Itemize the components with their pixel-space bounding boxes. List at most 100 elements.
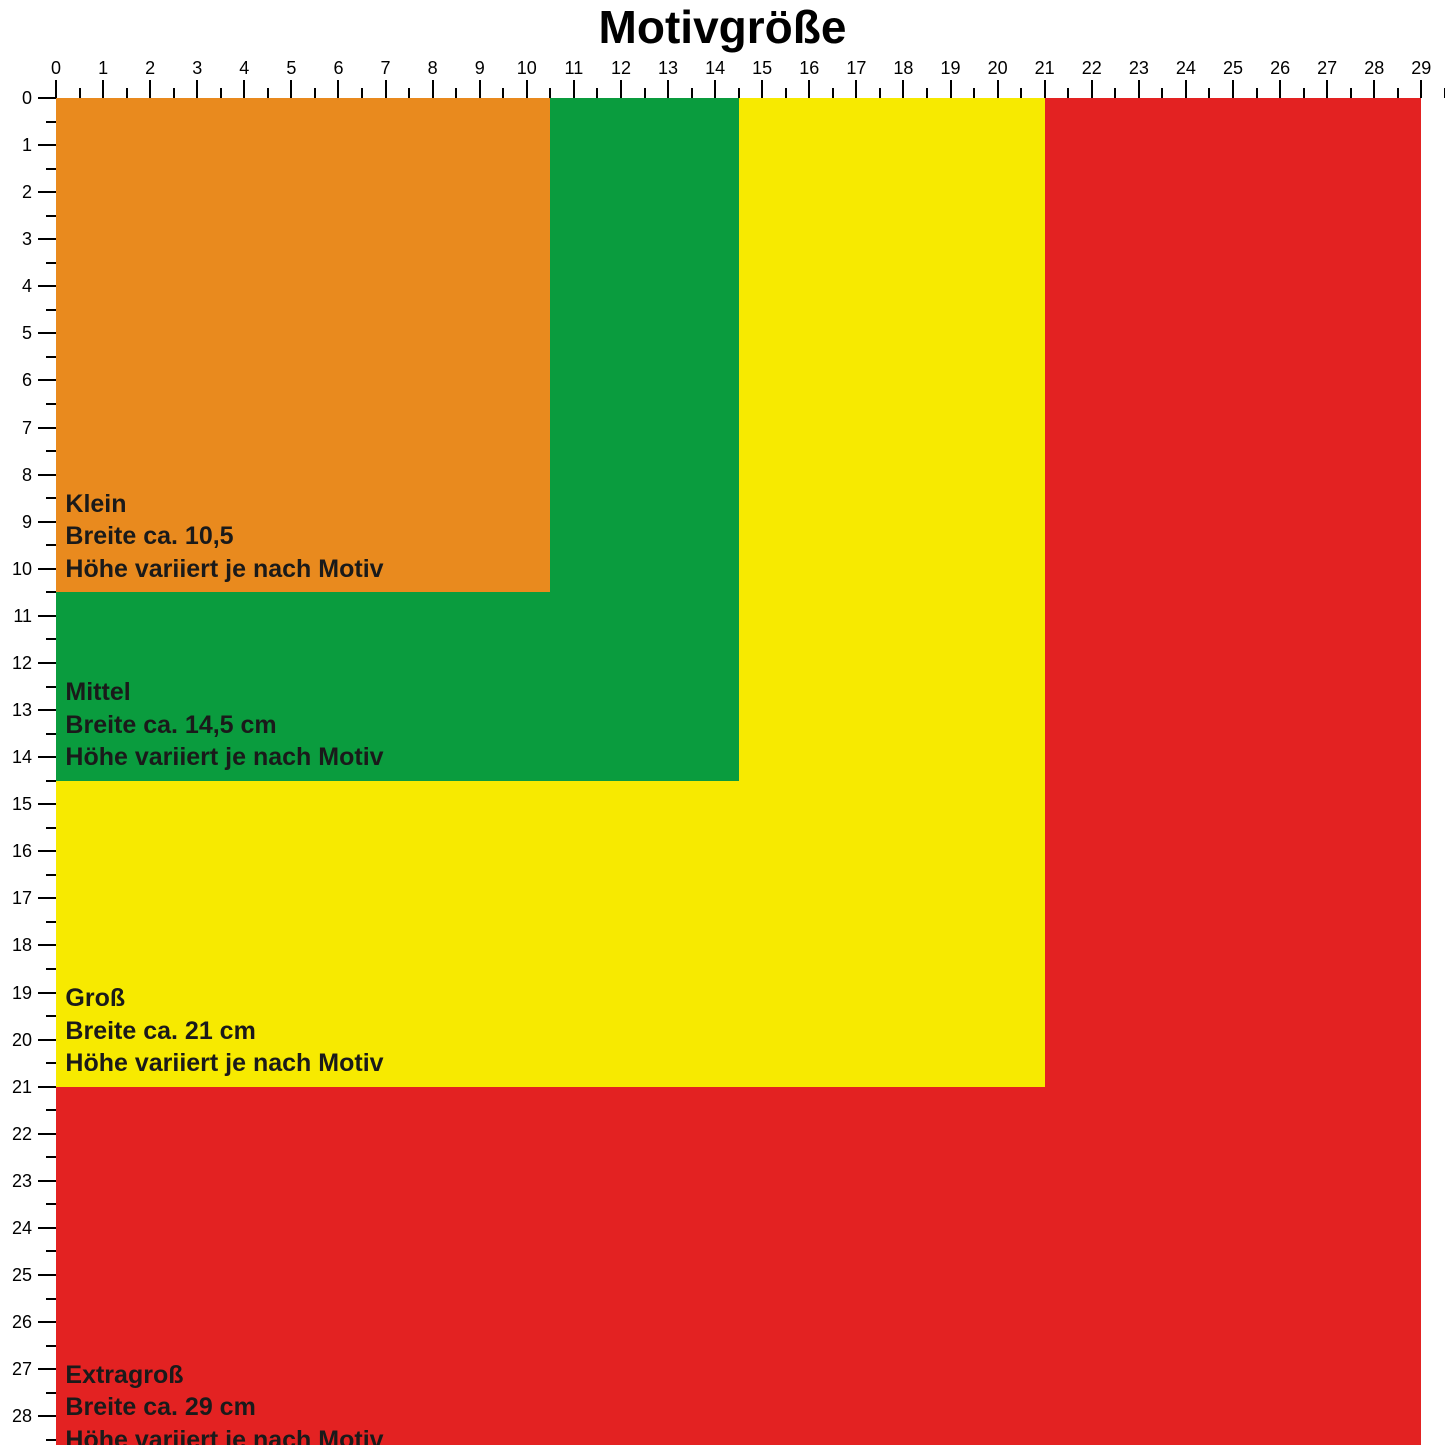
ruler-top-minor-tick [502, 88, 504, 98]
ruler-top-minor-tick [738, 88, 740, 98]
ruler-left-tick [38, 1321, 56, 1323]
ruler-top-label: 29 [1401, 58, 1441, 79]
ruler-top-tick [1373, 80, 1375, 98]
ruler-top-minor-tick [879, 88, 881, 98]
ruler-top-minor-tick [1303, 88, 1305, 98]
ruler-left-label: 6 [0, 370, 32, 391]
ruler-top-label: 2 [130, 58, 170, 79]
ruler-left-label: 23 [0, 1171, 32, 1192]
ruler-left-minor-tick [46, 1156, 56, 1158]
ruler-left-label: 9 [0, 512, 32, 533]
ruler-left-label: 27 [0, 1359, 32, 1380]
ruler-left-minor-tick [46, 356, 56, 358]
size-label-gross: GroßBreite ca. 21 cmHöhe variiert je nac… [65, 982, 383, 1080]
ruler-left-label: 16 [0, 841, 32, 862]
size-label-height: Höhe variiert je nach Motiv [65, 741, 383, 774]
ruler-left-tick [38, 1274, 56, 1276]
ruler-left-minor-tick [46, 1298, 56, 1300]
ruler-left-label: 1 [0, 135, 32, 156]
ruler-left-tick [38, 1415, 56, 1417]
ruler-left-minor-tick [46, 121, 56, 123]
ruler-top-label: 25 [1213, 58, 1253, 79]
ruler-top-label: 7 [366, 58, 406, 79]
ruler-left-label: 0 [0, 88, 32, 109]
ruler-left-label: 14 [0, 747, 32, 768]
ruler-top-label: 28 [1354, 58, 1394, 79]
ruler-top-minor-tick [1161, 88, 1163, 98]
ruler-top-tick [667, 80, 669, 98]
ruler-left-tick [38, 1180, 56, 1182]
ruler-left-tick [38, 191, 56, 193]
ruler-top-tick [1138, 80, 1140, 98]
ruler-left-tick [38, 803, 56, 805]
ruler-top-minor-tick [644, 88, 646, 98]
ruler-top-minor-tick [926, 88, 928, 98]
ruler-top-label: 17 [836, 58, 876, 79]
ruler-top-label: 19 [931, 58, 971, 79]
ruler-top-tick [1279, 80, 1281, 98]
ruler-top-label: 9 [460, 58, 500, 79]
ruler-top-minor-tick [1114, 88, 1116, 98]
size-label-name: Extragroß [65, 1359, 383, 1392]
ruler-left-label: 17 [0, 888, 32, 909]
ruler-left-minor-tick [46, 497, 56, 499]
ruler-left-label: 5 [0, 323, 32, 344]
ruler-top-label: 12 [601, 58, 641, 79]
ruler-left-minor-tick [46, 968, 56, 970]
ruler-left-minor-tick [46, 450, 56, 452]
ruler-top-minor-tick [455, 88, 457, 98]
ruler-top-minor-tick [1256, 88, 1258, 98]
ruler-left-minor-tick [46, 733, 56, 735]
ruler-top-minor-tick [361, 88, 363, 98]
ruler-top-label: 15 [742, 58, 782, 79]
ruler-left-tick [38, 1086, 56, 1088]
ruler-top-minor-tick [79, 88, 81, 98]
ruler-top-tick [573, 80, 575, 98]
ruler-top-minor-tick [173, 88, 175, 98]
ruler-top-tick [385, 80, 387, 98]
ruler-left-label: 18 [0, 935, 32, 956]
ruler-left-tick [38, 1227, 56, 1229]
size-label-name: Groß [65, 982, 383, 1015]
ruler-top-minor-tick [1020, 88, 1022, 98]
ruler-left-tick [38, 709, 56, 711]
ruler-top-tick [102, 80, 104, 98]
size-label-height: Höhe variiert je nach Motiv [65, 553, 383, 586]
ruler-top-minor-tick [408, 88, 410, 98]
size-label-width: Breite ca. 21 cm [65, 1015, 383, 1048]
ruler-top-minor-tick [1067, 88, 1069, 98]
size-label-name: Klein [65, 488, 383, 521]
ruler-top-minor-tick [126, 88, 128, 98]
ruler-top-tick [526, 80, 528, 98]
ruler-left-tick [38, 1133, 56, 1135]
ruler-top-label: 11 [554, 58, 594, 79]
ruler-left-minor-tick [46, 591, 56, 593]
ruler-top-minor-tick [267, 88, 269, 98]
ruler-top-label: 20 [978, 58, 1018, 79]
ruler-top-label: 10 [507, 58, 547, 79]
ruler-left-label: 3 [0, 229, 32, 250]
ruler-left-label: 20 [0, 1030, 32, 1051]
ruler-left-tick [38, 662, 56, 664]
ruler-top-tick [761, 80, 763, 98]
ruler-top-tick [1326, 80, 1328, 98]
ruler-left-minor-tick [46, 309, 56, 311]
ruler-top-label: 3 [177, 58, 217, 79]
ruler-top-label: 4 [224, 58, 264, 79]
ruler-top-tick [149, 80, 151, 98]
ruler-top-minor-tick [220, 88, 222, 98]
ruler-left-label: 4 [0, 276, 32, 297]
ruler-left-label: 8 [0, 465, 32, 486]
ruler-top-label: 1 [83, 58, 123, 79]
ruler-left-label: 11 [0, 606, 32, 627]
ruler-top-label: 18 [883, 58, 923, 79]
ruler-left-minor-tick [46, 1203, 56, 1205]
ruler-top-minor-tick [549, 88, 551, 98]
ruler-left-minor-tick [46, 403, 56, 405]
ruler-left-minor-tick [46, 544, 56, 546]
ruler-left-label: 22 [0, 1124, 32, 1145]
ruler-left-label: 28 [0, 1406, 32, 1427]
ruler-top-label: 26 [1260, 58, 1300, 79]
ruler-top-tick [1044, 80, 1046, 98]
ruler-left-minor-tick [46, 215, 56, 217]
